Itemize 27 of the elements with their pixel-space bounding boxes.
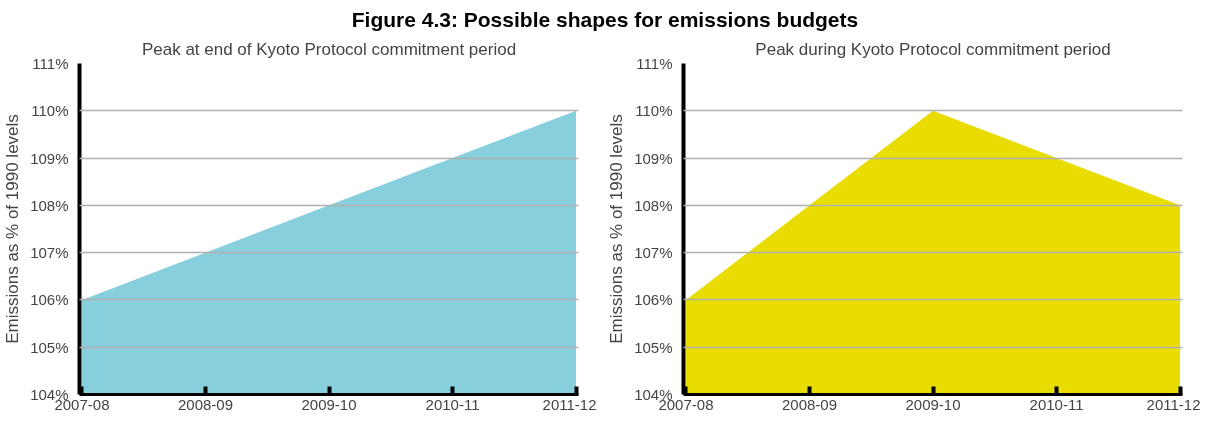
y-tick-label: 109% xyxy=(634,149,673,167)
x-tick-label: 2009-10 xyxy=(301,395,357,413)
chart-subtitle: Peak during Kyoto Protocol commitment period xyxy=(755,39,1111,59)
y-tick-label: 108% xyxy=(30,196,69,214)
x-tick-label: 2010-11 xyxy=(425,395,480,413)
y-tick-label: 106% xyxy=(30,291,69,309)
y-tick-label: 105% xyxy=(634,338,673,356)
y-tick-label: 109% xyxy=(30,149,69,167)
y-tick-label: 110% xyxy=(31,102,69,120)
x-tick-label: 2010-11 xyxy=(1029,395,1084,413)
y-tick-label: 111% xyxy=(32,55,69,72)
y-tick-label: 107% xyxy=(30,244,69,262)
y-tick-label: 108% xyxy=(634,196,673,214)
y-tick-label: 106% xyxy=(634,291,673,309)
chart-title: Figure 4.3: Possible shapes for emissions budgets xyxy=(351,7,859,33)
x-tick-label: 2011-12 xyxy=(542,395,597,413)
y-tick-label: 107% xyxy=(634,244,673,262)
x-tick-label: 2009-10 xyxy=(905,395,961,413)
chart-subtitle: Peak at end of Kyoto Protocol commitment period xyxy=(141,39,517,59)
y-tick-label: 105% xyxy=(30,338,69,356)
y-tick-label: 111% xyxy=(636,55,673,72)
x-tick-label: 2008-09 xyxy=(781,395,838,413)
x-tick-label: 2011-12 xyxy=(1146,395,1201,413)
y-tick-label: 110% xyxy=(635,102,673,120)
y-axis-title: Emissions as % of 1990 levels xyxy=(3,114,23,344)
y-axis-title: Emissions as % of 1990 levels xyxy=(607,114,627,344)
x-tick-label: 2008-09 xyxy=(177,395,234,413)
